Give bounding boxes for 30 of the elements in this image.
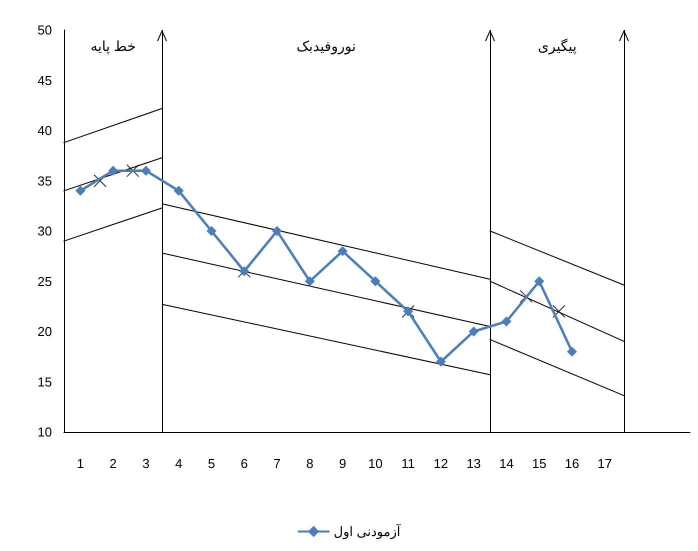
x-tick-label: 4 — [175, 456, 182, 471]
y-tick-label: 45 — [38, 72, 52, 88]
y-tick-label: 35 — [38, 173, 52, 188]
x-tick-label: 6 — [240, 456, 248, 471]
annotation: خط پایه — [90, 38, 136, 55]
x-tick-label: 1 — [76, 456, 84, 471]
x-tick-label: 3 — [142, 456, 150, 471]
y-tick-label: 50 — [38, 22, 52, 38]
x-tick-label: 17 — [598, 456, 612, 471]
x-tick-label: 9 — [338, 456, 346, 471]
x-tick-label: 12 — [434, 456, 448, 471]
annotation: پیگیری — [538, 38, 577, 55]
y-tick-label: 40 — [38, 123, 52, 138]
annotation: نوروفیدبک — [296, 38, 356, 55]
legend-label: آزمودنی اول — [334, 523, 402, 540]
x-tick-label: 10 — [368, 456, 383, 471]
x-tick-label: 7 — [273, 456, 281, 471]
y-tick-label: 10 — [38, 424, 52, 440]
x-tick-label: 15 — [532, 456, 546, 471]
y-tick-label: 15 — [38, 374, 52, 390]
x-tick-label: 14 — [499, 456, 514, 471]
x-tick-label: 11 — [401, 456, 415, 471]
x-tick-label: 13 — [466, 456, 481, 471]
y-tick-label: 30 — [38, 224, 52, 238]
y-tick-label: 20 — [38, 324, 52, 339]
x-tick-label: 8 — [306, 456, 314, 471]
x-tick-label: 5 — [208, 456, 216, 471]
x-tick-label: 2 — [110, 456, 117, 471]
x-tick-label: 16 — [564, 456, 580, 471]
y-tick-label: 25 — [38, 274, 52, 289]
